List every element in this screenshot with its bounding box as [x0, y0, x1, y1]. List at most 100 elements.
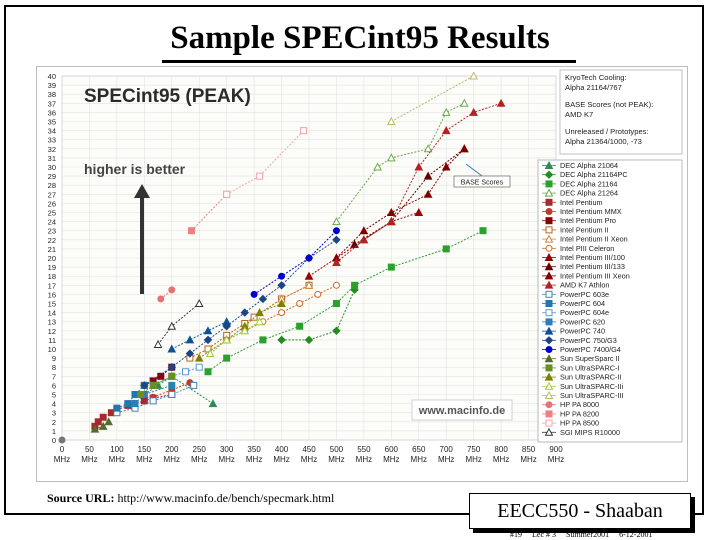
data-point — [157, 295, 165, 303]
x-tick-label: 50 — [85, 445, 94, 454]
data-point — [545, 346, 553, 353]
base-scores-label: BASE Scores — [461, 180, 504, 187]
data-point — [332, 217, 341, 226]
y-tick-label: 14 — [48, 309, 56, 318]
data-point — [240, 326, 250, 335]
series-line — [152, 366, 200, 386]
y-tick-label: 35 — [48, 118, 56, 127]
data-point — [359, 226, 369, 235]
legend-label: Intel Pentium Pro — [560, 216, 616, 225]
data-point — [136, 391, 144, 398]
y-tick-label: 12 — [48, 327, 56, 336]
data-point — [545, 180, 553, 188]
x-tick-label: 300 — [220, 445, 234, 454]
series-line — [144, 239, 337, 386]
legend-item: Intel Pentium II — [542, 225, 609, 234]
data-point — [544, 271, 554, 280]
data-point — [277, 298, 286, 307]
watermark-text: www.macinfo.de — [418, 405, 505, 417]
data-point — [222, 322, 231, 331]
legend-label: Sun UltraSPARC-IIi — [560, 382, 623, 391]
legend-label: PowerPC 603e — [560, 290, 609, 299]
note-line: Alpha 21364/1000, -73 — [565, 137, 642, 146]
x-tick-unit: MHz — [383, 455, 399, 464]
x-tick-label: 200 — [165, 445, 179, 454]
y-tick-label: 26 — [48, 199, 56, 208]
series-line — [209, 321, 260, 354]
note-line: AMD K7 — [565, 110, 593, 119]
x-tick-unit: MHz — [548, 455, 564, 464]
legend-label: AMD K7 Athlon — [560, 281, 609, 290]
legend-label: PowerPC 750/G3 — [560, 336, 617, 345]
y-tick-label: 31 — [48, 154, 56, 163]
series-line — [253, 230, 337, 295]
legend-item: Sun UltraSPARC-II — [542, 372, 622, 382]
legend-item: DEC Alpha 21264 — [542, 188, 618, 198]
data-point — [113, 404, 121, 412]
data-point — [545, 318, 553, 326]
legend-item: PowerPC 7400/G4 — [542, 345, 621, 354]
legend-label: Intel Pentium III/133 — [560, 262, 625, 271]
y-tick-label: 19 — [48, 263, 56, 272]
x-tick-unit: MHz — [411, 455, 427, 464]
x-tick-unit: MHz — [109, 455, 125, 464]
data-point — [479, 227, 487, 235]
data-point — [544, 188, 554, 197]
y-tick-label: 5 — [52, 391, 56, 400]
data-point — [94, 418, 102, 426]
series-line — [116, 385, 145, 409]
legend-item: Sun UltraSPARC-III — [542, 390, 624, 400]
legend-item: DEC Alpha 21164 — [542, 179, 617, 188]
data-point — [332, 257, 341, 267]
data-point — [98, 421, 108, 430]
x-tick-unit: MHz — [465, 455, 481, 464]
legend-label: HP PA 8000 — [560, 400, 599, 409]
x-tick-label: 150 — [138, 445, 152, 454]
specint-chart: 0123456789101112131415161718192021222324… — [48, 69, 683, 464]
data-point — [168, 391, 176, 398]
legend-item: DEC Alpha 21064 — [542, 160, 618, 170]
data-point — [359, 235, 369, 244]
data-point — [544, 390, 554, 399]
x-tick-unit: MHz — [328, 455, 344, 464]
x-tick-unit: MHz — [136, 455, 152, 464]
x-tick-unit: MHz — [438, 455, 454, 464]
legend-item: Intel Pentium MMX — [542, 207, 622, 216]
legend-item: Sun SuperSparc II — [542, 354, 620, 363]
legend-item: PowerPC 620 — [542, 317, 605, 326]
legend-label: DEC Alpha 21164PC — [560, 170, 628, 179]
legend-item: Sun UltraSPARC-IIi — [542, 381, 623, 391]
series-line — [308, 212, 419, 277]
legend-item: HP PA 8500 — [542, 419, 599, 428]
series-line — [152, 382, 191, 398]
series-line — [207, 230, 484, 373]
data-point — [258, 294, 268, 304]
y-tick-label: 23 — [48, 227, 56, 236]
y-tick-label: 6 — [52, 381, 56, 390]
note-line: BASE Scores (not PEAK): — [565, 100, 653, 109]
y-tick-label: 4 — [52, 400, 56, 409]
data-point — [296, 300, 304, 307]
x-tick-label: 550 — [357, 445, 371, 454]
legend-label: PowerPC 740 — [560, 327, 605, 336]
legend-item: HP PA 8200 — [542, 409, 599, 418]
notes-box — [559, 69, 683, 155]
series — [277, 280, 314, 303]
series-line — [116, 384, 194, 414]
series-line — [140, 375, 173, 395]
legend-item: Intel Pentium — [542, 198, 603, 207]
series — [332, 98, 469, 226]
data-point — [203, 335, 213, 345]
data-point — [168, 286, 176, 294]
y-tick-label: 8 — [52, 363, 56, 372]
data-point — [168, 372, 176, 380]
data-point — [99, 413, 107, 421]
series — [205, 317, 264, 358]
footer-date: 6-12-2001 — [619, 530, 653, 539]
y-tick-label: 33 — [48, 136, 56, 145]
x-tick-label: 500 — [330, 445, 344, 454]
data-point — [545, 208, 553, 215]
data-point — [545, 401, 553, 409]
data-point — [545, 290, 553, 298]
data-point — [332, 300, 340, 307]
